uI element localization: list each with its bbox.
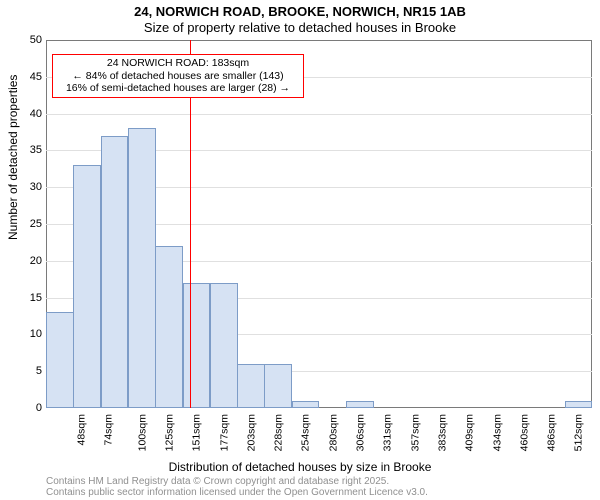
xtick-label: 177sqm xyxy=(218,414,230,451)
ytick-label: 5 xyxy=(12,365,42,377)
annotation-line1: 24 NORWICH ROAD: 183sqm xyxy=(59,57,297,70)
xtick-label: 100sqm xyxy=(136,414,148,451)
annotation-box: 24 NORWICH ROAD: 183sqm← 84% of detached… xyxy=(52,54,304,98)
histogram-bar xyxy=(292,401,320,408)
histogram-bar xyxy=(101,136,129,408)
attribution-line2: Contains public sector information licen… xyxy=(46,487,428,498)
xtick-label: 331sqm xyxy=(382,414,394,451)
ytick-label: 35 xyxy=(12,144,42,156)
ytick-label: 25 xyxy=(12,218,42,230)
xtick-label: 434sqm xyxy=(491,414,503,451)
ytick-label: 45 xyxy=(12,71,42,83)
histogram-bar xyxy=(264,364,292,408)
x-axis-label: Distribution of detached houses by size … xyxy=(0,460,600,474)
xtick-label: 306sqm xyxy=(354,414,366,451)
xtick-label: 409sqm xyxy=(464,414,476,451)
chart-title-sub: Size of property relative to detached ho… xyxy=(0,20,600,35)
histogram-bar xyxy=(46,312,74,408)
ytick-label: 10 xyxy=(12,328,42,340)
xtick-label: 383sqm xyxy=(436,414,448,451)
histogram-bar xyxy=(73,165,101,408)
histogram-bar xyxy=(210,283,238,408)
xtick-label: 74sqm xyxy=(103,414,115,446)
annotation-line2: ← 84% of detached houses are smaller (14… xyxy=(59,70,297,83)
xtick-label: 460sqm xyxy=(518,414,530,451)
histogram-bar xyxy=(128,128,156,408)
ytick-label: 20 xyxy=(12,255,42,267)
histogram-bar xyxy=(237,364,265,408)
xtick-label: 151sqm xyxy=(191,414,203,451)
attribution-line1: Contains HM Land Registry data © Crown c… xyxy=(46,476,428,487)
plot-area: 24 NORWICH ROAD: 183sqm← 84% of detached… xyxy=(46,40,592,408)
xtick-label: 48sqm xyxy=(76,414,88,446)
xtick-label: 486sqm xyxy=(545,414,557,451)
ytick-label: 40 xyxy=(12,108,42,120)
ytick-label: 15 xyxy=(12,292,42,304)
histogram-bar xyxy=(183,283,211,408)
xtick-label: 280sqm xyxy=(327,414,339,451)
gridline xyxy=(46,114,592,115)
ytick-label: 0 xyxy=(12,402,42,414)
annotation-line3: 16% of semi-detached houses are larger (… xyxy=(59,82,297,95)
xtick-label: 512sqm xyxy=(573,414,585,451)
xtick-label: 357sqm xyxy=(409,414,421,451)
attribution-text: Contains HM Land Registry data © Crown c… xyxy=(46,476,428,498)
histogram-bar xyxy=(155,246,183,408)
xtick-label: 228sqm xyxy=(272,414,284,451)
y-axis-label: Number of detached properties xyxy=(6,75,20,240)
xtick-label: 125sqm xyxy=(163,414,175,451)
histogram-bar xyxy=(346,401,374,408)
ytick-label: 50 xyxy=(12,34,42,46)
xtick-label: 254sqm xyxy=(300,414,312,451)
ytick-label: 30 xyxy=(12,181,42,193)
histogram-bar xyxy=(565,401,593,408)
chart-title-main: 24, NORWICH ROAD, BROOKE, NORWICH, NR15 … xyxy=(0,4,600,19)
xtick-label: 203sqm xyxy=(245,414,257,451)
